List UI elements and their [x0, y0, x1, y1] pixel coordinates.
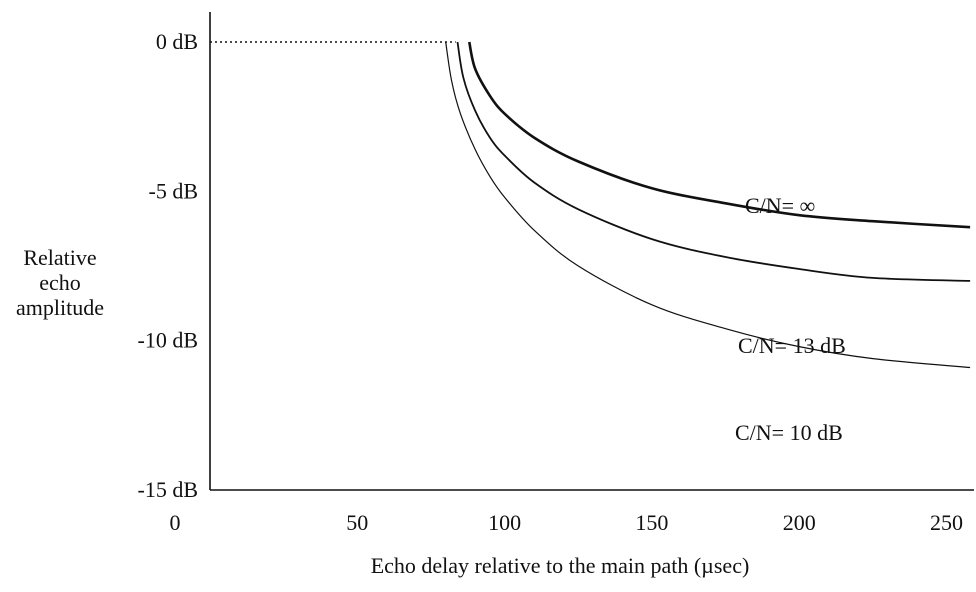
x-tick-label: 150: [635, 510, 668, 535]
y-tick-label: -5 dB: [149, 178, 199, 203]
series-line-3: [445, 41, 971, 369]
y-axis-title-line: echo: [39, 270, 81, 295]
y-axis-title-line: Relative: [23, 245, 96, 270]
y-axis-title-line: amplitude: [16, 295, 104, 320]
series-line-2: [456, 41, 971, 282]
series-label-3: C/N= 10 dB: [735, 420, 843, 445]
x-tick-label: 50: [346, 510, 368, 535]
series-group: [445, 41, 971, 369]
series-label-1: C/N= ∞: [745, 193, 815, 218]
x-tick-label: 0: [170, 510, 181, 535]
series-labels: C/N= ∞ C/N= 13 dB C/N= 10 dB: [735, 193, 846, 445]
y-tick-label: 0 dB: [156, 29, 198, 54]
axes: [209, 12, 974, 491]
series-line-1: [468, 41, 971, 229]
x-axis-title: Echo delay relative to the main path (µs…: [371, 553, 750, 578]
y-tick-label: -10 dB: [138, 328, 199, 353]
x-tick-label: 200: [783, 510, 816, 535]
x-tick-label: 100: [488, 510, 521, 535]
y-tick-labels: 0 dB -5 dB -10 dB -15 dB: [138, 29, 199, 502]
x-tick-label: 250: [930, 510, 963, 535]
series-label-2: C/N= 13 dB: [738, 333, 846, 358]
axis-titles: Echo delay relative to the main path (µs…: [16, 245, 749, 578]
y-tick-label: -15 dB: [138, 477, 199, 502]
x-tick-labels: 0 50 100 150 200 250: [170, 510, 964, 535]
